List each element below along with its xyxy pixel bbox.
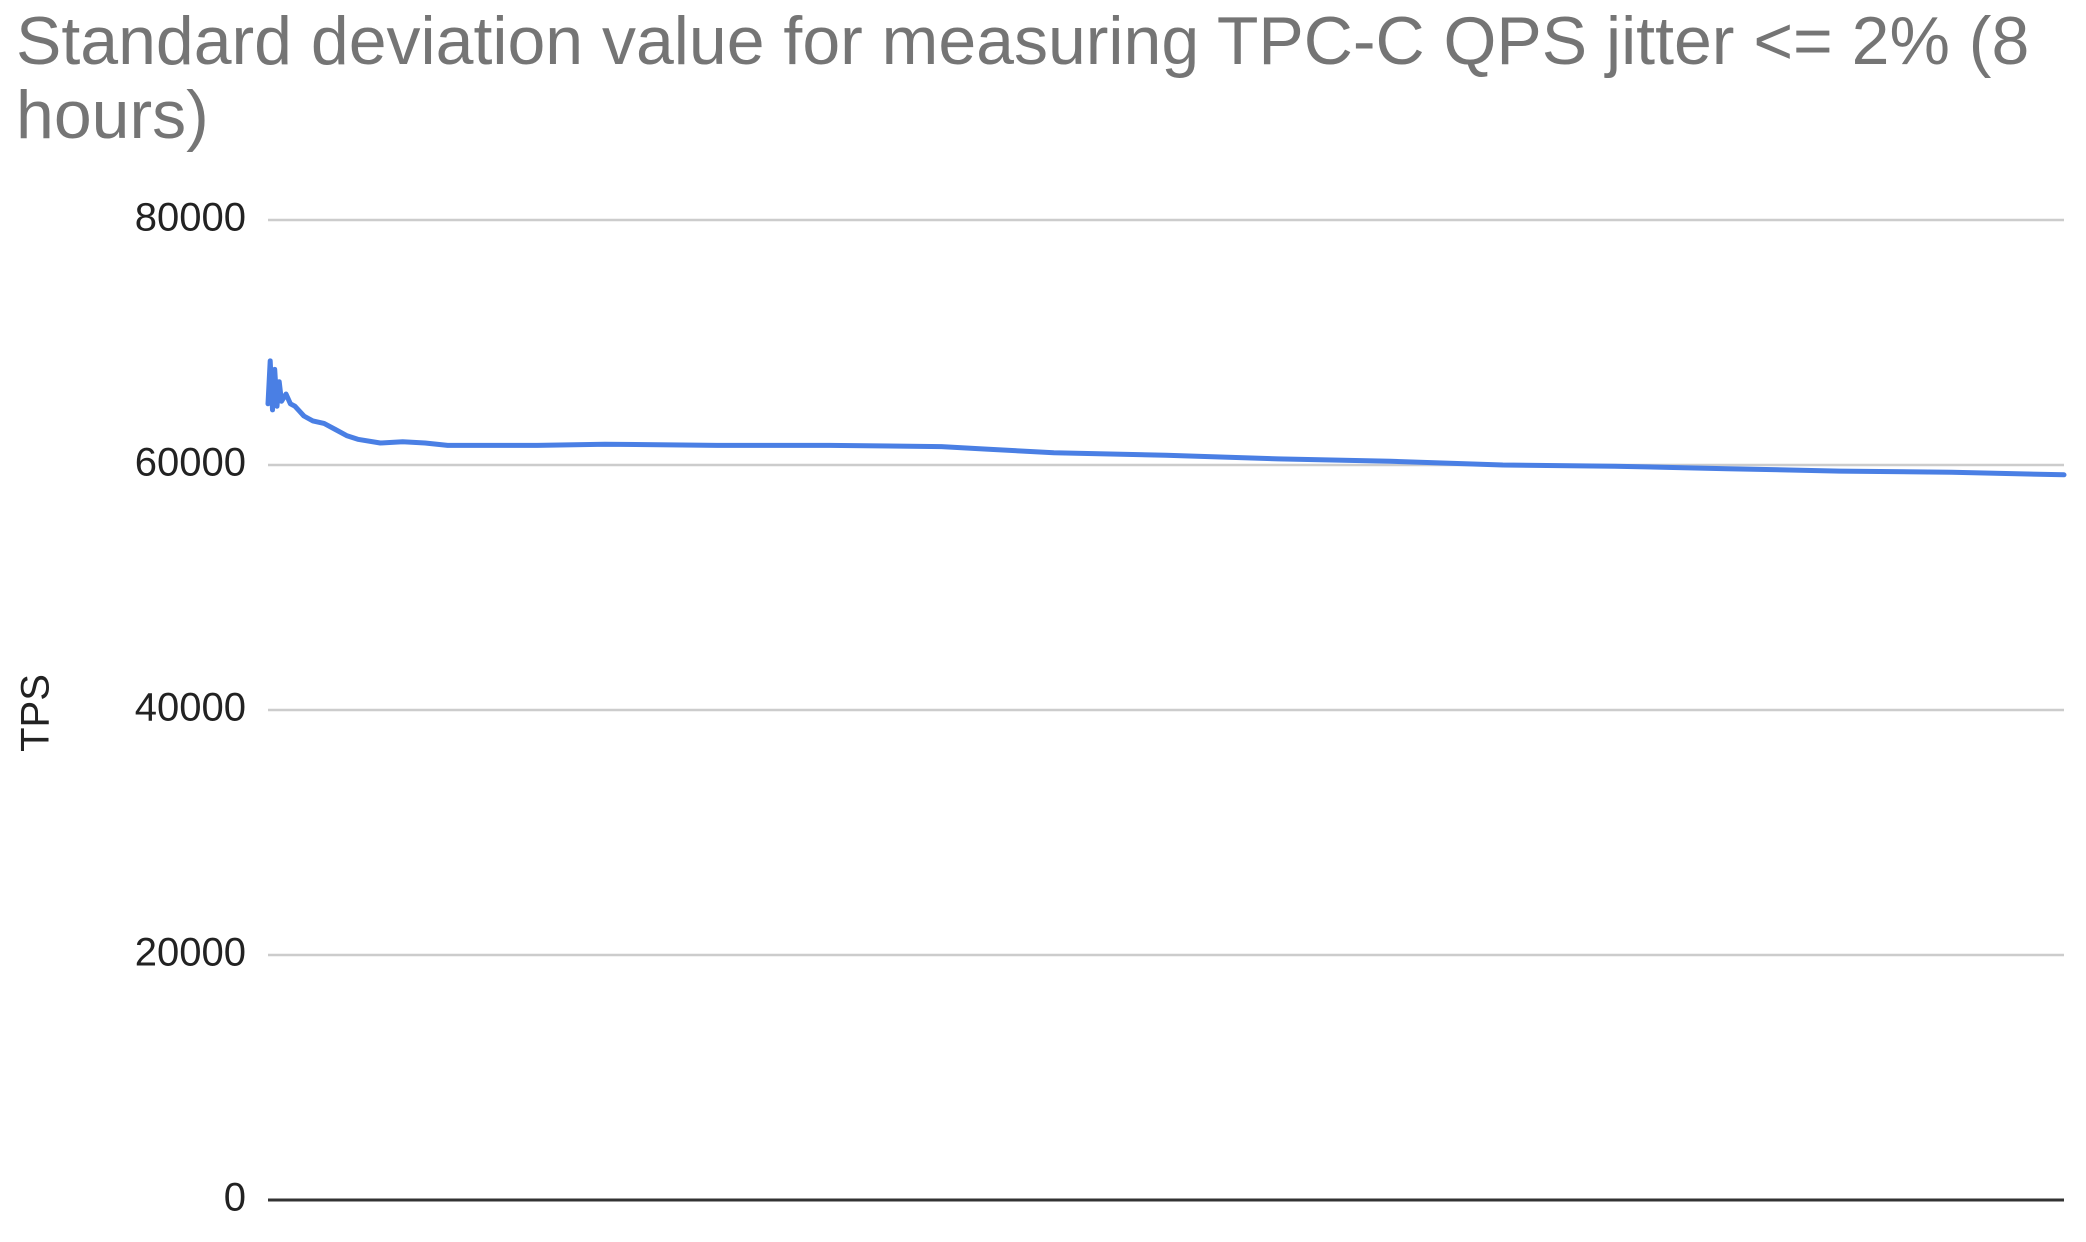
series-layer (265, 358, 2067, 478)
y-tick-label-40000: 40000 (135, 686, 246, 730)
y-tick-labels: 0 20000 40000 60000 80000 (135, 196, 246, 1220)
series-line-0 (265, 358, 2067, 478)
y-tick-label-80000: 80000 (135, 196, 246, 240)
chart-title: Standard deviation value for measuring T… (16, 3, 2030, 153)
gridlines (268, 218, 2064, 957)
y-tick-label-20000: 20000 (135, 931, 246, 975)
y-tick-label-60000: 60000 (135, 441, 246, 485)
y-tick-label-0: 0 (224, 1176, 246, 1220)
